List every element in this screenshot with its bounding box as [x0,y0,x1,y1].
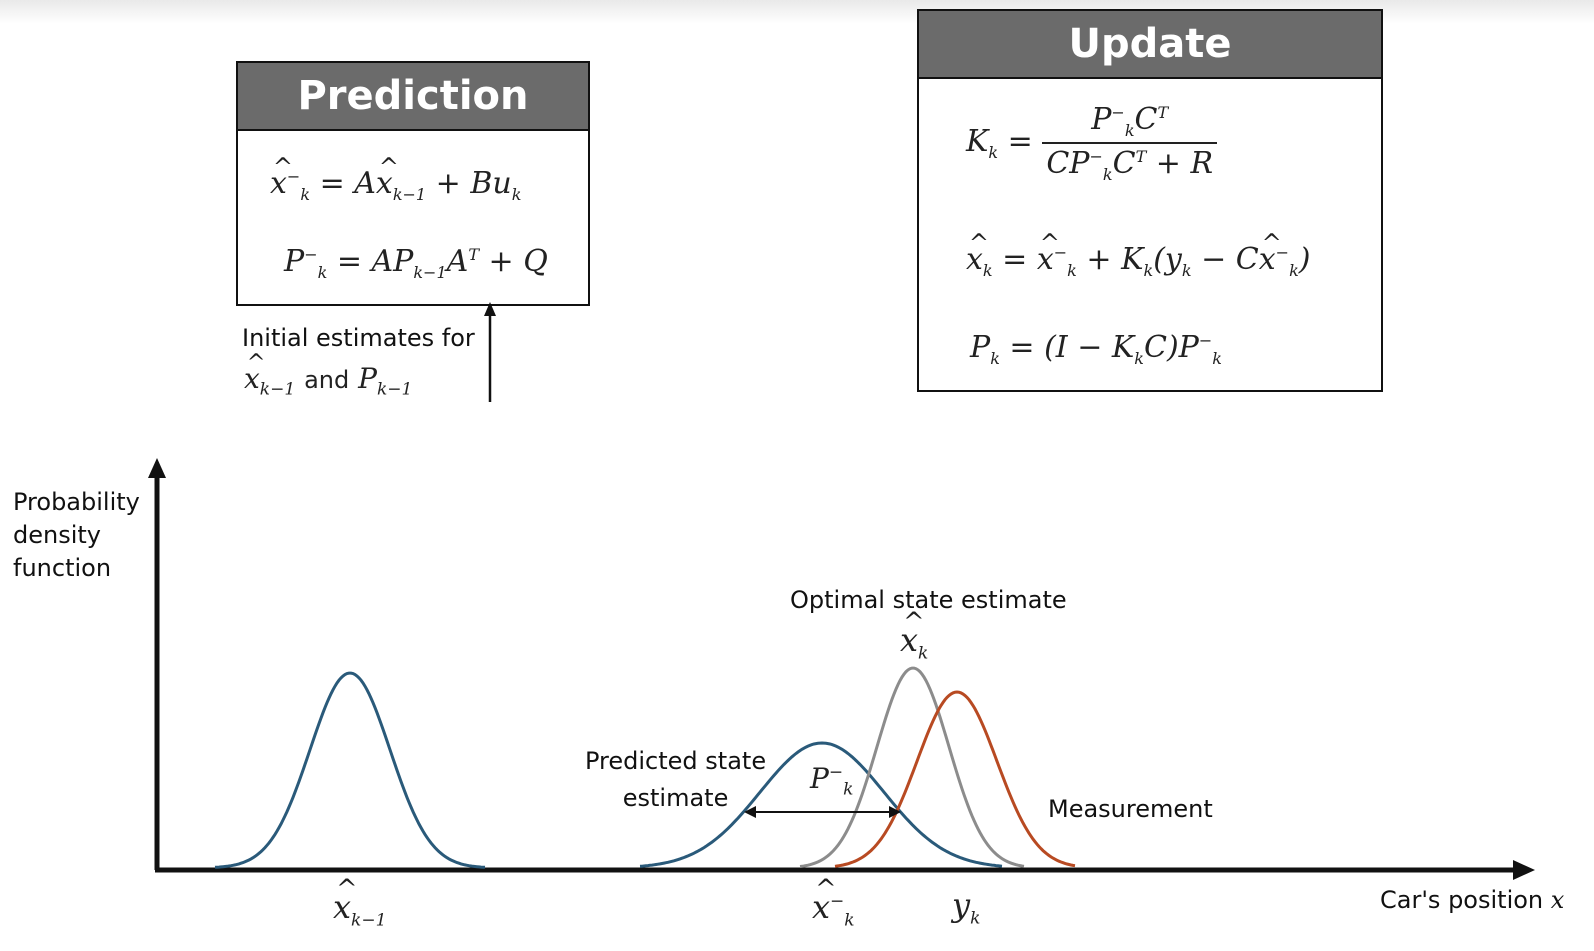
x-prev-label: xk−1 [333,874,386,930]
y-axis-label-line2: density [13,521,101,549]
prediction-state-equation: x−k = Axk−1 + Buk [270,153,521,204]
previous-estimate-curve [214,671,486,869]
update-box: Update [917,9,1383,392]
x-axis-variable: x [1550,886,1565,914]
state-update-equation: xk = x−k + Kk(yk − Cx−k) [966,229,1310,280]
x-optimal-label: xk [900,607,928,663]
predicted-variance-label: P−k [810,762,854,800]
x-axis-label-text: Car's position [1380,886,1544,914]
y-axis-label-line3: function [13,554,112,582]
prediction-covariance-equation: P−k = APk−1AT + Q [284,244,548,282]
x-axis-label: Car's position x [1380,886,1564,914]
optimal-estimate-curve [799,666,1025,868]
x-predicted-label: x−k [812,874,855,930]
kalman-gain-equation: Kk = P−kCT CP−kCT + R [966,102,1218,184]
x-axis-arrowhead [1513,860,1535,880]
variance-left-arrowhead [744,806,756,818]
prediction-box: Prediction [236,61,590,306]
predicted-text-line1: Predicted state [585,747,767,775]
initial-estimates-text: Initial estimates for [242,324,475,352]
y-measurement-label: yk [952,886,981,929]
measurement-curve [834,690,1076,868]
initial-estimates-vars: xk−1 and Pk−1 [244,350,412,400]
y-axis-arrowhead [148,458,166,478]
predicted-estimate-curve [639,741,1003,868]
measurement-text: Measurement [1048,795,1213,823]
prediction-title: Prediction [238,63,588,131]
variance-right-arrowhead [889,806,901,818]
y-axis-label-line1: Probability [13,488,140,516]
predicted-text-line2: estimate [622,784,729,812]
update-title: Update [919,11,1381,79]
y-axis-label: Probability density function [13,486,140,585]
predicted-estimate-text: Predicted state estimate [585,743,766,817]
initial-and-text: and [304,366,350,394]
initial-estimate-arrowhead [484,302,496,316]
optimal-estimate-text: Optimal state estimate [790,586,1067,614]
covariance-update-equation: Pk = (I − KkC)P−k [970,330,1222,368]
